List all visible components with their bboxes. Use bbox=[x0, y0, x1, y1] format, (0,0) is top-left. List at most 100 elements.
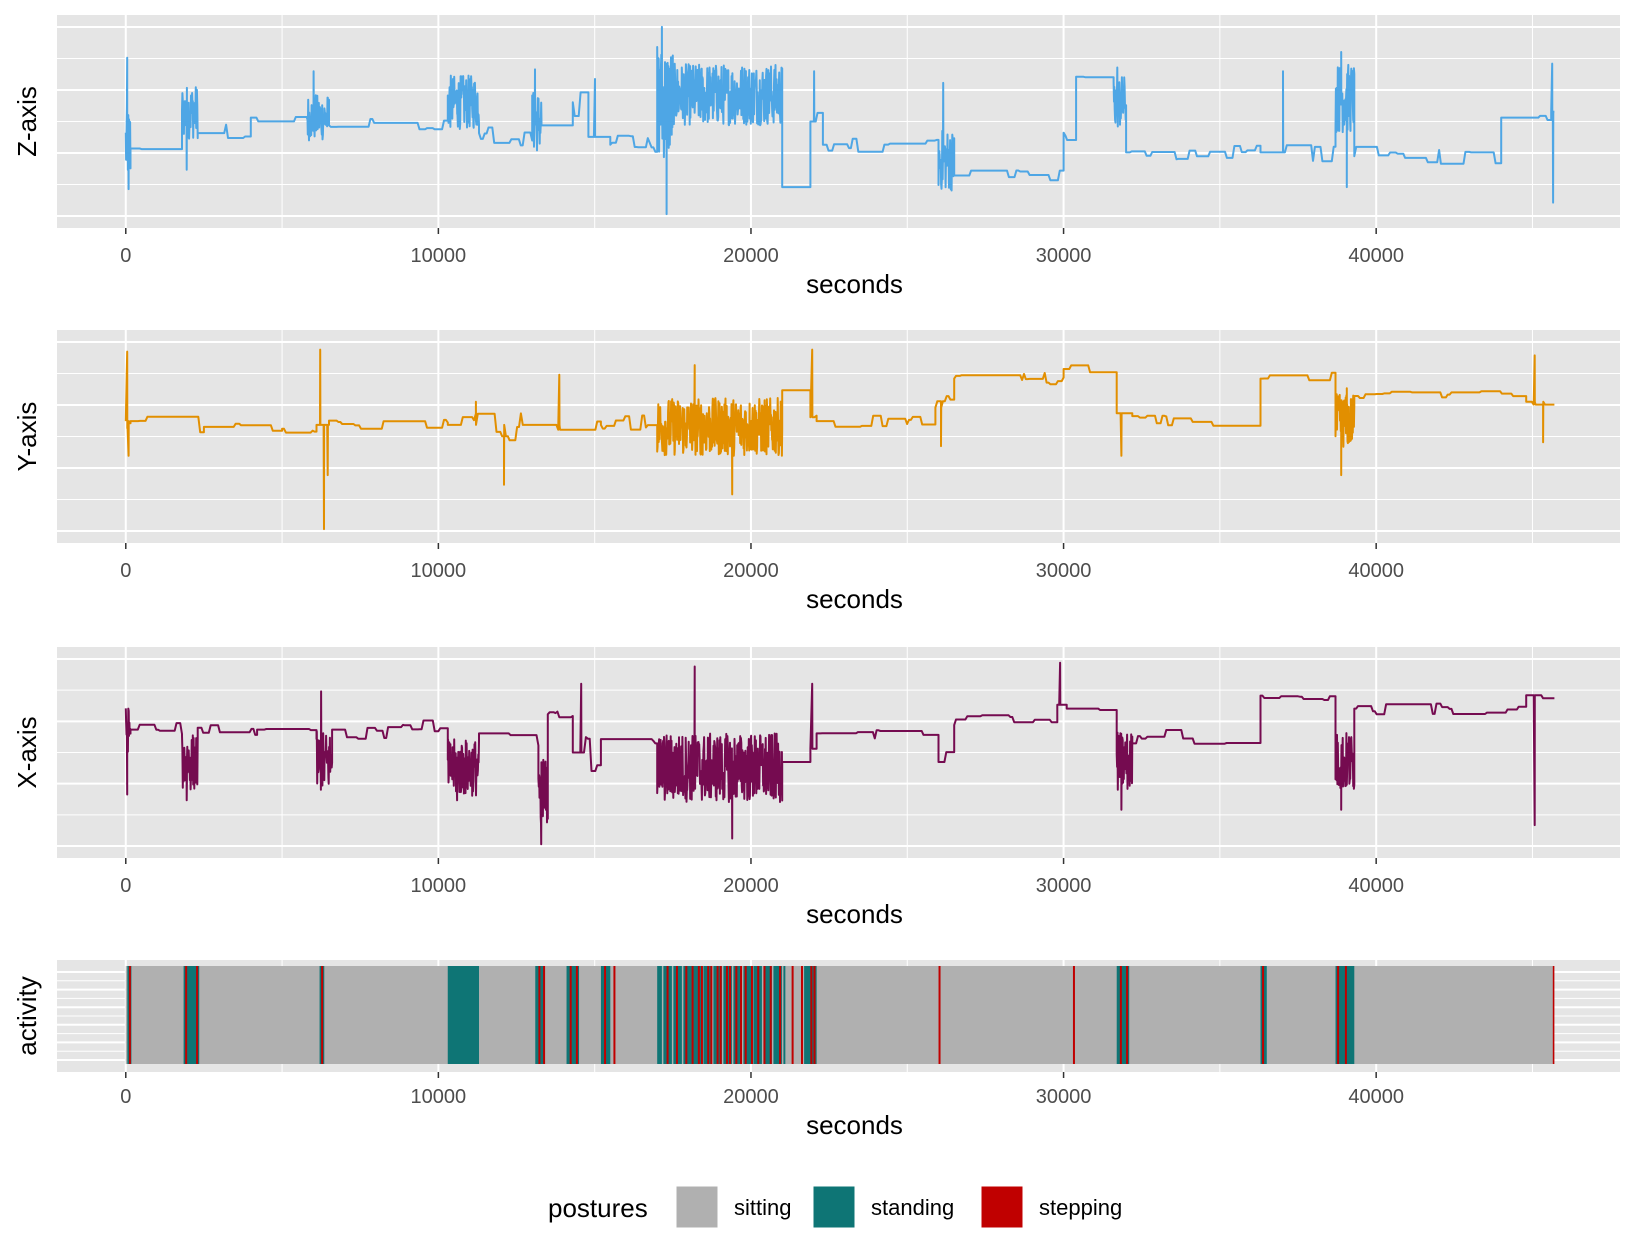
x-tick-label: 30000 bbox=[1036, 875, 1092, 897]
x-axis-label: seconds bbox=[806, 584, 903, 614]
legend-swatch-sitting bbox=[675, 1185, 719, 1229]
x-axis-label: seconds bbox=[806, 899, 903, 929]
x-tick-label: 0 bbox=[120, 1086, 131, 1108]
stepping-event bbox=[769, 966, 772, 1064]
stepping-event bbox=[729, 966, 732, 1064]
stepping-event bbox=[685, 966, 688, 1064]
x-tick-label: 0 bbox=[120, 245, 131, 267]
x-tick-label: 0 bbox=[120, 560, 131, 582]
stepping-event bbox=[697, 966, 700, 1064]
x-tick-label: 30000 bbox=[1036, 245, 1092, 267]
y-axis-label: Z-axis bbox=[12, 86, 42, 157]
stepping-event bbox=[750, 966, 753, 1064]
stepping-event bbox=[569, 966, 572, 1064]
legend-label-stepping: stepping bbox=[1039, 1195, 1122, 1220]
stepping-event bbox=[757, 966, 760, 1064]
series-line-z-axis bbox=[124, 25, 1555, 216]
stepping-event bbox=[675, 966, 678, 1064]
x-tick-label: 40000 bbox=[1348, 245, 1404, 267]
legend-label-standing: standing bbox=[871, 1195, 954, 1220]
x-axis-label: seconds bbox=[806, 269, 903, 299]
stepping-event bbox=[321, 966, 324, 1064]
posture-interval-sitting bbox=[771, 966, 774, 1064]
legend-item-sitting: sitting bbox=[675, 1185, 791, 1229]
posture-interval-sitting bbox=[125, 966, 1555, 1064]
x-tick-label: 20000 bbox=[723, 875, 779, 897]
stepping-event bbox=[800, 966, 803, 1064]
panel-activity: 0 10000 20000 30000 40000 seconds activity bbox=[12, 960, 1620, 1140]
x-tick-label: 20000 bbox=[723, 1086, 779, 1108]
legend-swatch-stepping bbox=[980, 1185, 1024, 1229]
posture-interval-sitting bbox=[711, 966, 714, 1064]
stepping-event bbox=[779, 966, 782, 1064]
y-axis-label: X-axis bbox=[12, 716, 42, 788]
stepping-event bbox=[691, 966, 694, 1064]
panel-y-axis: 0 10000 20000 30000 40000 seconds Y-axis bbox=[12, 330, 1620, 614]
x-tick-label: 40000 bbox=[1348, 560, 1404, 582]
x-tick-label: 10000 bbox=[411, 875, 467, 897]
x-tick-label: 30000 bbox=[1036, 560, 1092, 582]
x-tick-label: 0 bbox=[120, 875, 131, 897]
y-axis-label: activity bbox=[12, 976, 42, 1055]
x-axis-label: seconds bbox=[806, 1110, 903, 1140]
posture-interval-sitting bbox=[681, 966, 684, 1064]
posture-interval-sitting bbox=[731, 966, 734, 1064]
stepping-event bbox=[725, 966, 728, 1064]
x-tick-label: 10000 bbox=[411, 245, 467, 267]
stepping-event bbox=[719, 966, 722, 1064]
series-line-x-axis bbox=[124, 661, 1555, 846]
stepping-event bbox=[710, 966, 713, 1064]
stepping-event bbox=[1072, 966, 1075, 1064]
legend-swatch-standing bbox=[812, 1185, 856, 1229]
stepping-event bbox=[700, 966, 703, 1064]
x-tick-label: 10000 bbox=[411, 560, 467, 582]
stepping-event bbox=[666, 966, 669, 1064]
stepping-event bbox=[810, 966, 813, 1064]
panels: 0 10000 20000 30000 40000 seconds Z-axis 0 10000… bbox=[12, 15, 1620, 1140]
panel-x-axis: 0 10000 20000 30000 40000 seconds X-axis bbox=[12, 647, 1620, 929]
panel-z-axis: 0 10000 20000 30000 40000 seconds Z-axis bbox=[12, 15, 1620, 299]
stepping-event bbox=[538, 966, 541, 1064]
stepping-event bbox=[196, 966, 199, 1064]
stepping-event bbox=[707, 966, 710, 1064]
legend-title: postures bbox=[548, 1193, 648, 1223]
posture-interval-sitting bbox=[761, 966, 764, 1064]
y-axis-label: Y-axis bbox=[12, 402, 42, 472]
stepping-event bbox=[716, 966, 719, 1064]
x-tick-label: 10000 bbox=[411, 1086, 467, 1108]
x-tick-label: 40000 bbox=[1348, 875, 1404, 897]
series-line-y-axis bbox=[124, 348, 1555, 531]
posture-interval-sitting bbox=[781, 966, 784, 1064]
posture-interval-stepping bbox=[1552, 966, 1555, 1064]
legend-item-stepping: stepping bbox=[980, 1185, 1122, 1229]
posture-interval-standing bbox=[447, 966, 480, 1064]
x-tick-label: 20000 bbox=[723, 560, 779, 582]
x-tick-label: 30000 bbox=[1036, 1086, 1092, 1108]
stepping-event bbox=[128, 966, 131, 1064]
stepping-event bbox=[813, 966, 816, 1064]
stepping-event bbox=[744, 966, 747, 1064]
stepping-event bbox=[735, 966, 738, 1064]
x-tick-label: 20000 bbox=[723, 245, 779, 267]
stepping-event bbox=[613, 966, 616, 1064]
stepping-event bbox=[543, 966, 546, 1064]
stepping-event bbox=[1262, 966, 1265, 1064]
stepping-event bbox=[938, 966, 941, 1064]
stepping-event bbox=[740, 966, 743, 1064]
x-tick-label: 40000 bbox=[1348, 1086, 1404, 1108]
posture-interval-standing bbox=[183, 966, 200, 1064]
stepping-event bbox=[185, 966, 188, 1064]
stepping-event bbox=[1126, 966, 1129, 1064]
stepping-event bbox=[1119, 966, 1122, 1064]
stepping-event bbox=[791, 966, 794, 1064]
stepping-event bbox=[763, 966, 766, 1064]
legend: postures sitting standing stepping bbox=[548, 1185, 1122, 1229]
stepping-event bbox=[575, 966, 578, 1064]
stepping-event bbox=[1344, 966, 1347, 1064]
legend-label-sitting: sitting bbox=[734, 1195, 791, 1220]
posture-interval-sitting bbox=[721, 966, 724, 1064]
posture-interval-sitting bbox=[661, 966, 664, 1064]
legend-item-standing: standing bbox=[812, 1185, 954, 1229]
stepping-event bbox=[604, 966, 607, 1064]
